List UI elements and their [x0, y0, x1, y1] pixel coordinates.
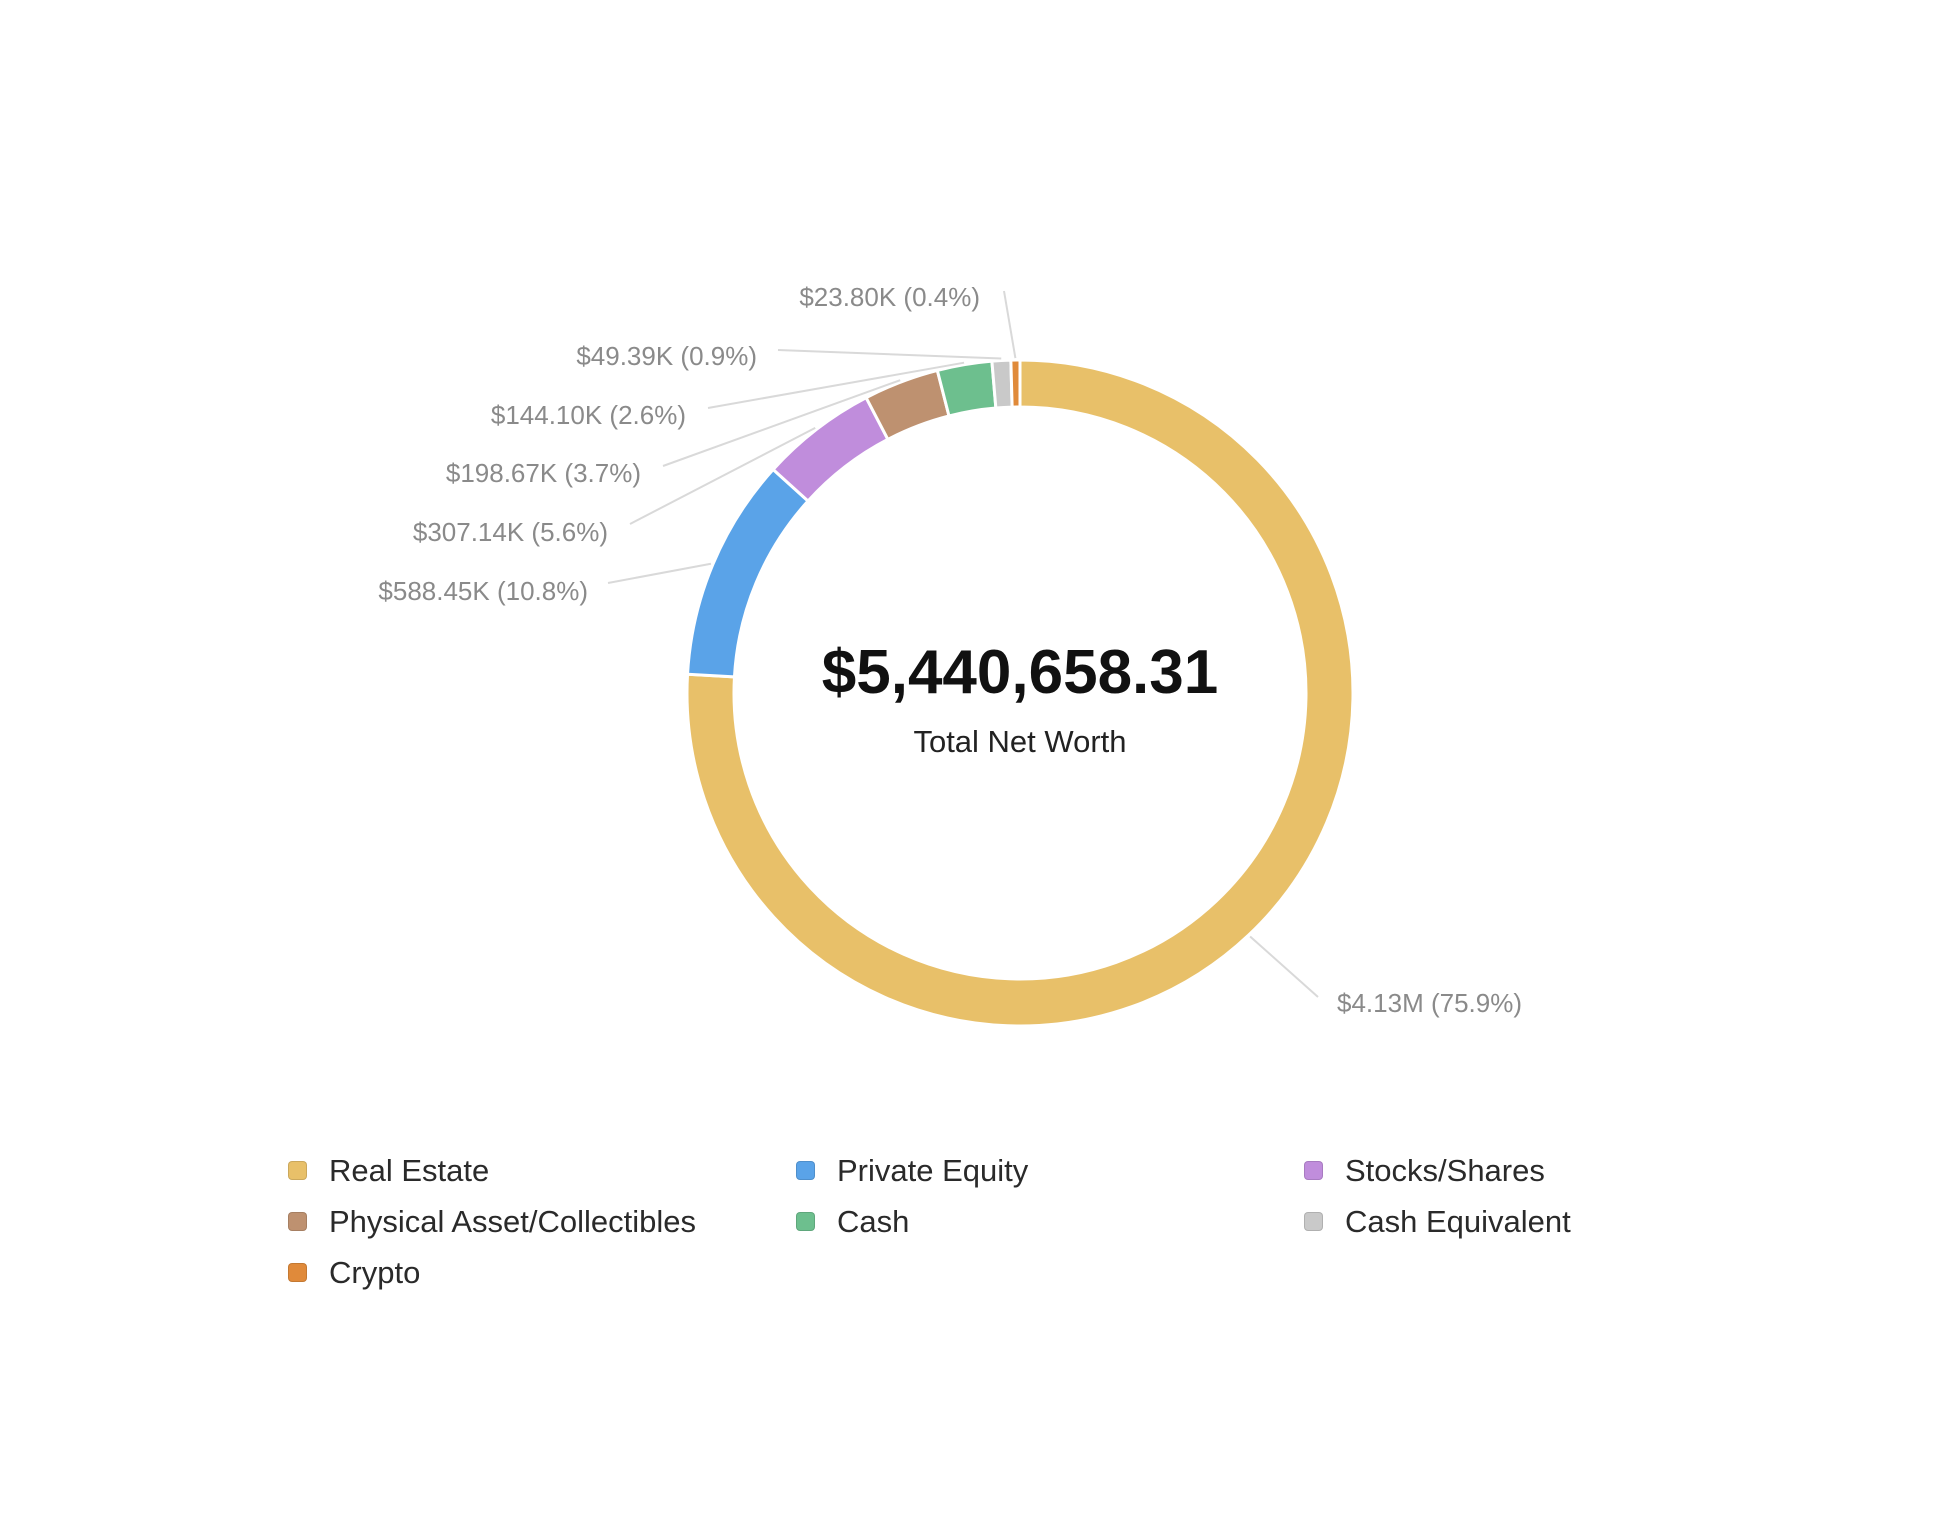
callout-line-real-estate: [1249, 935, 1319, 998]
callout-line-stocks-shares: [629, 426, 816, 525]
legend-swatch-cash: [796, 1212, 815, 1231]
slice-private-equity[interactable]: [685, 467, 811, 679]
chart-legend: Real Estate Private Equity Stocks/Shares Ph…: [288, 1152, 1688, 1291]
data-label-physical-asset-collectibles: $198.67K (3.7%): [446, 458, 641, 488]
legend-item-crypto[interactable]: Crypto: [288, 1254, 796, 1291]
slice-crypto[interactable]: [1009, 358, 1022, 409]
data-label-cash: $144.10K (2.6%): [491, 400, 686, 430]
legend-item-stocks-shares[interactable]: Stocks/Shares: [1304, 1152, 1688, 1189]
legend-swatch-cash-equivalent: [1304, 1212, 1323, 1231]
slice-cash[interactable]: [935, 359, 998, 418]
total-net-worth-value: $5,440,658.31: [822, 638, 1219, 707]
data-label-crypto: $23.80K (0.4%): [799, 282, 980, 312]
legend-swatch-stocks-shares: [1304, 1161, 1323, 1180]
legend-label-private-equity: Private Equity: [837, 1152, 1029, 1188]
legend-label-real-estate: Real Estate: [329, 1152, 490, 1188]
slice-callouts: $4.13M (75.9%) $588.45K (10.8%) $307.14K (…: [378, 282, 1522, 1018]
legend-item-private-equity[interactable]: Private Equity: [796, 1152, 1304, 1189]
legend-item-cash[interactable]: Cash: [796, 1203, 1304, 1240]
callout-line-physical-asset-collectibles: [662, 379, 901, 467]
legend-item-physical-asset-collectibles[interactable]: Physical Asset/Collectibles: [288, 1203, 796, 1240]
slice-cash-equivalent[interactable]: [990, 358, 1014, 410]
total-net-worth-caption: Total Net Worth: [913, 724, 1126, 759]
legend-swatch-private-equity: [796, 1161, 815, 1180]
legend-swatch-physical-asset-collectibles: [288, 1212, 307, 1231]
legend-item-real-estate[interactable]: Real Estate: [288, 1152, 796, 1189]
legend-label-physical-asset-collectibles: Physical Asset/Collectibles: [329, 1203, 696, 1239]
legend-item-cash-equivalent[interactable]: Cash Equivalent: [1304, 1203, 1688, 1240]
data-label-private-equity: $588.45K (10.8%): [378, 576, 588, 606]
legend-label-cash: Cash: [837, 1203, 910, 1239]
data-label-stocks-shares: $307.14K (5.6%): [413, 517, 608, 547]
callout-line-crypto: [1003, 290, 1017, 359]
legend-swatch-crypto: [288, 1263, 307, 1282]
data-label-real-estate: $4.13M (75.9%): [1337, 988, 1522, 1018]
callout-line-cash: [707, 361, 965, 409]
legend-label-cash-equivalent: Cash Equivalent: [1345, 1203, 1571, 1239]
legend-label-crypto: Crypto: [329, 1254, 421, 1290]
donut-slices: [685, 358, 1355, 1028]
slice-stocks-shares[interactable]: [771, 395, 890, 504]
callout-line-cash-equivalent: [777, 349, 1002, 360]
legend-swatch-real-estate: [288, 1161, 307, 1180]
data-label-cash-equivalent: $49.39K (0.9%): [576, 341, 757, 371]
legend-label-stocks-shares: Stocks/Shares: [1345, 1152, 1545, 1188]
callout-line-private-equity: [607, 562, 712, 584]
slice-real-estate[interactable]: [685, 358, 1355, 1028]
